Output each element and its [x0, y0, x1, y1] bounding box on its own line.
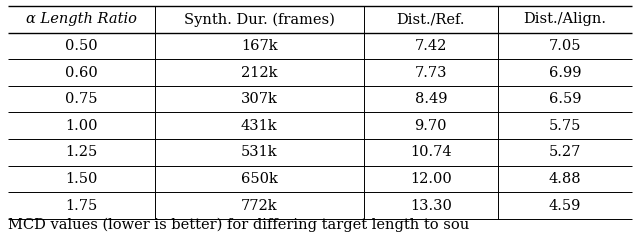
Text: 4.88: 4.88	[548, 172, 581, 186]
Text: 6.59: 6.59	[548, 92, 581, 106]
Text: 6.99: 6.99	[548, 66, 581, 80]
Text: 5.75: 5.75	[548, 119, 581, 133]
Text: 1.00: 1.00	[65, 119, 97, 133]
Text: α Length Ratio: α Length Ratio	[26, 12, 137, 26]
Text: 772k: 772k	[241, 199, 278, 213]
Text: 0.75: 0.75	[65, 92, 97, 106]
Text: 7.42: 7.42	[415, 39, 447, 53]
Text: 307k: 307k	[241, 92, 278, 106]
Text: 10.74: 10.74	[410, 146, 452, 159]
Text: 7.73: 7.73	[415, 66, 447, 80]
Text: Dist./Ref.: Dist./Ref.	[397, 12, 465, 26]
Text: 212k: 212k	[241, 66, 277, 80]
Text: 167k: 167k	[241, 39, 278, 53]
Text: 9.70: 9.70	[415, 119, 447, 133]
Text: 13.30: 13.30	[410, 199, 452, 213]
Text: Synth. Dur. (frames): Synth. Dur. (frames)	[184, 12, 335, 26]
Text: 1.75: 1.75	[65, 199, 97, 213]
Text: 650k: 650k	[241, 172, 278, 186]
Text: 1.50: 1.50	[65, 172, 97, 186]
Text: MCD values (lower is better) for differing target length to sou: MCD values (lower is better) for differi…	[8, 218, 469, 232]
Text: 4.59: 4.59	[548, 199, 581, 213]
Text: 12.00: 12.00	[410, 172, 452, 186]
Text: 1.25: 1.25	[65, 146, 97, 159]
Text: 0.50: 0.50	[65, 39, 98, 53]
Text: 5.27: 5.27	[548, 146, 581, 159]
Text: 0.60: 0.60	[65, 66, 98, 80]
Text: 8.49: 8.49	[415, 92, 447, 106]
Text: 7.05: 7.05	[548, 39, 581, 53]
Text: Dist./Align.: Dist./Align.	[524, 12, 607, 26]
Text: 531k: 531k	[241, 146, 278, 159]
Text: 431k: 431k	[241, 119, 278, 133]
